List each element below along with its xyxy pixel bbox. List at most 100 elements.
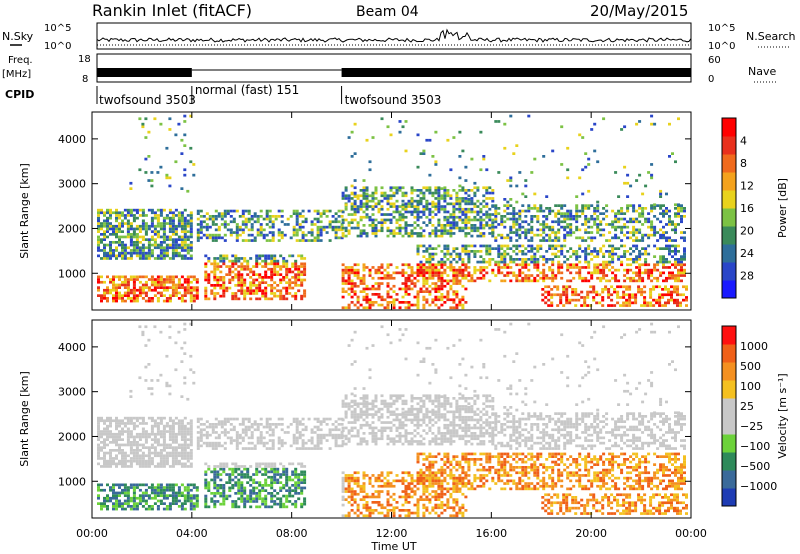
power-cell (177, 251, 181, 255)
power-cell (340, 236, 344, 240)
velocity-cell (135, 416, 139, 420)
power-cell (359, 279, 363, 283)
power-cell (328, 223, 332, 226)
power-cell (217, 233, 221, 237)
power-cell (464, 202, 468, 206)
power-cell (592, 290, 596, 294)
velocity-cell (135, 441, 139, 444)
power-cell (416, 194, 420, 198)
power-cell (554, 233, 558, 237)
power-cell (419, 215, 423, 219)
power-cell (449, 298, 453, 302)
power-cell (446, 250, 450, 253)
power-cell (566, 176, 570, 180)
power-cell (153, 238, 157, 241)
power-cell (371, 284, 375, 288)
power-cell (189, 216, 193, 220)
power-cell (638, 173, 642, 177)
power-cell (461, 244, 465, 248)
power-cell (674, 250, 677, 253)
power-cell (643, 301, 647, 305)
power-cell (422, 284, 426, 288)
power-cell (208, 236, 212, 240)
power-cell (455, 226, 459, 230)
power-cell (488, 191, 492, 195)
power-cell (628, 304, 632, 307)
power-cell (512, 258, 516, 261)
power-cell (237, 284, 241, 287)
power-cell (536, 263, 540, 267)
power-cell (425, 205, 429, 208)
power-cell (677, 212, 680, 215)
power-cell (632, 225, 636, 229)
velocity-cell (144, 507, 148, 511)
power-cell (253, 220, 257, 224)
power-cell (265, 217, 269, 221)
power-cell (159, 214, 163, 217)
power-cell (150, 184, 154, 188)
power-cell (109, 246, 112, 250)
power-cell (512, 152, 516, 155)
power-cell (365, 293, 369, 296)
power-cell (620, 225, 624, 229)
power-cell (683, 247, 686, 250)
velocity-cell (112, 419, 115, 423)
power-cell (129, 257, 133, 260)
power-cell (671, 152, 674, 155)
power-cell (419, 232, 423, 235)
velocity-cell (174, 502, 178, 505)
velocity-cell (208, 441, 212, 445)
velocity-cell (118, 422, 121, 425)
power-cell (452, 205, 456, 208)
power-cell (437, 284, 441, 288)
power-cell (440, 258, 444, 261)
power-cell (668, 217, 671, 221)
velocity-cell (286, 431, 290, 434)
velocity-cell (171, 446, 175, 449)
power-cell (563, 244, 567, 248)
power-cell (223, 233, 227, 237)
velocity-cell (261, 462, 265, 466)
power-cell (670, 285, 673, 289)
power-cell (270, 284, 274, 287)
power-cell (664, 285, 667, 289)
power-cell (126, 291, 130, 295)
velocity-cell (144, 438, 148, 441)
power-cell (292, 233, 296, 237)
power-cell (243, 259, 247, 263)
power-cell (165, 214, 169, 217)
power-cell (135, 227, 139, 231)
power-cell (404, 282, 408, 285)
power-cell (410, 213, 414, 216)
velocity-cell (214, 431, 218, 434)
power-cell (273, 294, 277, 298)
power-cell (268, 225, 272, 229)
power-cell (545, 260, 549, 264)
power-cell (566, 279, 570, 283)
power-cell (365, 234, 369, 238)
velocity-cell (106, 465, 109, 468)
power-cell (653, 266, 657, 269)
power-cell (464, 207, 468, 211)
power-cell (632, 276, 636, 280)
power-cell (665, 192, 668, 196)
power-cell (635, 231, 639, 234)
power-cell (220, 215, 224, 218)
power-cell (237, 289, 241, 293)
power-cell (665, 258, 668, 261)
power-cell (132, 249, 136, 252)
power-cell (656, 231, 660, 234)
power-cell (310, 223, 314, 226)
velocity-cell (165, 459, 169, 463)
power-cell (617, 225, 621, 229)
power-cell (235, 225, 239, 229)
power-cell (261, 281, 265, 284)
power-cell (228, 286, 232, 290)
power-cell (562, 304, 566, 307)
power-cell (428, 268, 432, 272)
velocity-cell (106, 419, 109, 423)
power-cell (229, 231, 233, 234)
power-cell (596, 250, 600, 253)
power-cell (150, 251, 154, 255)
power-cell (680, 266, 683, 269)
